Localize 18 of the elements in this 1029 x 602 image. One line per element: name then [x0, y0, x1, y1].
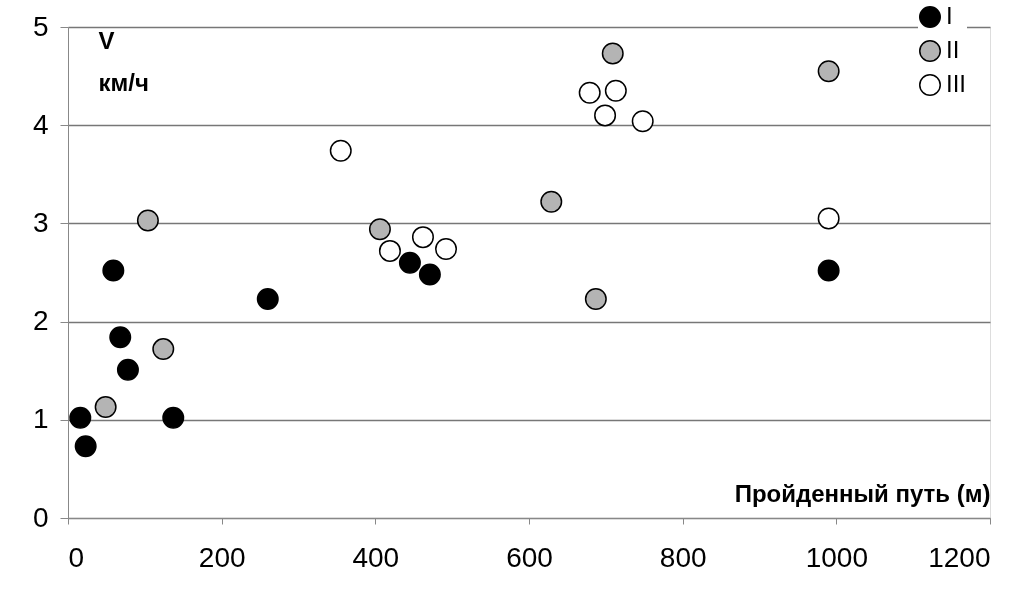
- legend-label: III: [946, 70, 967, 97]
- x-tick-label: 1200: [928, 541, 991, 573]
- y-tick-label: 3: [32, 206, 49, 238]
- y-tick-label: 1: [32, 403, 49, 435]
- y-tick-label: 2: [32, 305, 49, 337]
- x-axis-title: Пройденный путь (м): [734, 479, 991, 507]
- y-tick-label: 5: [32, 10, 49, 42]
- y-axis-title: V км/ч: [98, 26, 149, 96]
- x-tick-label: 200: [198, 541, 246, 573]
- x-tick-label: 800: [659, 541, 707, 573]
- x-tick-label: 400: [352, 541, 400, 573]
- legend-label: II: [946, 36, 960, 63]
- x-tick-label: 600: [506, 541, 553, 573]
- y-tick-label: 0: [32, 501, 49, 533]
- x-tick-label: 1000: [805, 541, 868, 573]
- x-tick-label: 0: [68, 541, 85, 573]
- y-tick-label: 4: [32, 108, 49, 140]
- legend-label: I: [946, 2, 953, 29]
